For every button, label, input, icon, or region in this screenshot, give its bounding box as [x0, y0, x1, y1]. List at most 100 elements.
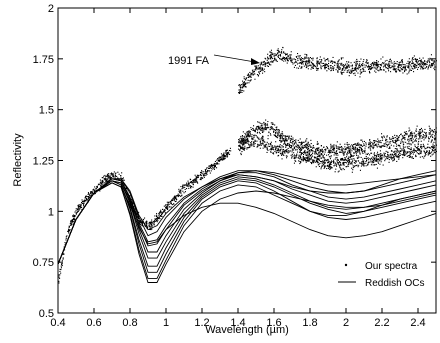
spectrum-point: [239, 145, 241, 147]
spectrum-point: [385, 140, 387, 142]
spectrum-point: [259, 144, 261, 146]
spectrum-point: [298, 142, 300, 144]
spectrum-point: [419, 132, 421, 134]
spectrum-point: [275, 135, 277, 137]
spectrum-point: [354, 68, 356, 70]
spectrum-point: [105, 181, 107, 183]
spectrum-point: [394, 150, 396, 152]
spectrum-point: [112, 173, 114, 175]
spectrum-point: [370, 63, 372, 65]
spectrum-point: [298, 154, 300, 156]
spectrum-point: [393, 64, 395, 66]
spectrum-point: [380, 147, 382, 149]
spectrum-point: [278, 135, 280, 137]
spectrum-point: [127, 193, 129, 195]
spectrum-point: [376, 67, 378, 69]
spectrum-point: [87, 199, 89, 201]
spectrum-point: [328, 162, 330, 164]
spectrum-point: [388, 141, 390, 143]
spectrum-point: [355, 151, 357, 153]
spectrum-point: [408, 67, 410, 69]
spectrum-point: [391, 154, 393, 156]
spectrum-point: [307, 145, 309, 147]
spectrum-point: [245, 82, 247, 84]
spectrum-point: [368, 67, 370, 69]
spectrum-point: [274, 124, 276, 126]
spectrum-point: [104, 177, 106, 179]
spectrum-point: [257, 145, 259, 147]
spectrum-point: [246, 142, 248, 144]
spectrum-point: [298, 62, 300, 64]
spectrum-point: [317, 69, 319, 71]
spectrum-point: [396, 63, 398, 65]
spectrum-point: [253, 125, 255, 127]
spectrum-point: [306, 61, 308, 63]
spectrum-point: [400, 61, 402, 63]
spectrum-point: [320, 61, 322, 63]
spectrum-point: [352, 155, 354, 157]
spectrum-point: [278, 50, 280, 52]
spectrum-point: [326, 154, 328, 156]
spectrum-point: [389, 59, 391, 61]
spectrum-point: [386, 139, 388, 141]
spectrum-point: [350, 158, 352, 160]
spectrum-point: [121, 180, 123, 182]
annotation-layer: 1991 FA: [168, 54, 260, 67]
spectrum-point: [247, 133, 249, 135]
spectrum-point: [195, 177, 197, 179]
spectrum-point: [251, 144, 253, 146]
spectrum-point: [164, 209, 166, 211]
spectrum-point: [265, 128, 267, 130]
spectrum-point: [242, 84, 244, 86]
spectrum-point: [244, 86, 246, 88]
spectrum-point: [315, 65, 317, 67]
spectrum-point: [282, 47, 284, 49]
spectrum-point: [267, 53, 269, 55]
spectrum-point: [402, 72, 404, 74]
spectrum-point: [85, 195, 87, 197]
spectrum-point: [393, 67, 395, 69]
spectrum-point: [407, 139, 409, 141]
spectrum-point: [190, 187, 192, 189]
spectrum-point: [196, 181, 198, 183]
spectrum-point: [430, 65, 432, 67]
series-layer: [57, 46, 437, 284]
spectrum-point: [114, 174, 116, 176]
spectrum-point: [405, 141, 407, 143]
spectrum-point: [338, 60, 340, 62]
spectrum-point: [99, 190, 101, 192]
spectrum-point: [266, 147, 268, 149]
spectrum-point: [84, 197, 86, 199]
spectrum-point: [323, 161, 325, 163]
spectrum-point: [285, 155, 287, 157]
spectrum-point: [126, 190, 128, 192]
spectrum-point: [378, 160, 380, 162]
spectrum-point: [248, 131, 250, 133]
spectrum-point: [341, 158, 343, 160]
spectrum-point: [419, 138, 421, 140]
spectrum-point: [248, 147, 250, 149]
spectrum-point: [290, 147, 292, 149]
spectrum-point: [253, 145, 255, 147]
spectrum-point: [257, 68, 259, 70]
spectrum-point: [211, 168, 213, 170]
spectrum-point: [270, 55, 272, 57]
spectrum-point: [330, 151, 332, 153]
spectrum-point: [247, 142, 249, 144]
spectrum-point: [405, 153, 407, 155]
spectrum-point: [360, 156, 362, 158]
spectrum-point: [354, 147, 356, 149]
spectrum-point: [246, 132, 248, 134]
spectrum-point: [213, 168, 215, 170]
spectrum-point: [153, 220, 155, 222]
spectrum-point: [245, 77, 247, 79]
spectrum-point: [343, 67, 345, 69]
spectrum-point: [424, 128, 426, 130]
spectrum-point: [250, 73, 252, 75]
spectrum-point: [356, 147, 358, 149]
spectrum-point: [93, 188, 95, 190]
spectrum-point: [227, 152, 229, 154]
spectrum-point: [270, 151, 272, 153]
spectrum-point: [248, 136, 250, 138]
spectrum-point: [277, 50, 279, 52]
